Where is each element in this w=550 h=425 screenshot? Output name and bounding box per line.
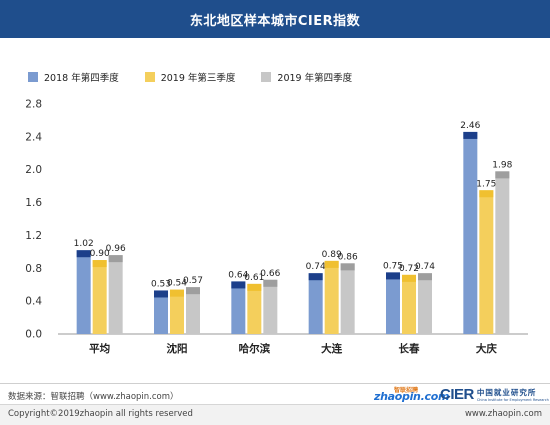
footer-source-bar xyxy=(0,383,550,403)
x-category-label: 大庆 xyxy=(476,342,497,355)
bar-value-label: 1.02 xyxy=(74,239,94,249)
x-category-label: 平均 xyxy=(89,342,110,355)
bar-value-label: 2.46 xyxy=(460,121,480,131)
bar-cap xyxy=(76,250,91,258)
x-category-label: 长春 xyxy=(399,342,420,355)
y-tick-label: 2.4 xyxy=(25,131,42,143)
bar xyxy=(386,272,400,334)
legend-label-2019q3: 2019 年第三季度 xyxy=(160,73,236,84)
cier-logo-mark: CIER xyxy=(440,385,474,403)
bar-value-label: 1.98 xyxy=(492,160,512,170)
bar-value-label: 1.75 xyxy=(476,179,496,189)
bar xyxy=(324,260,339,334)
x-category-label: 大连 xyxy=(321,342,342,355)
data-source: 数据来源：智联招聘（www.zhaopin.com） xyxy=(8,392,179,402)
copyright-text: Copyright©2019zhaopin all rights reserve… xyxy=(8,409,193,419)
cier-logo-cn: 中国就业研究所 xyxy=(476,387,537,397)
bar-cap xyxy=(386,272,400,280)
bar-cap xyxy=(495,171,510,179)
bar-value-label: 0.72 xyxy=(399,264,419,274)
y-tick-label: 0.0 xyxy=(25,329,42,341)
bar xyxy=(308,273,323,334)
y-tick-label: 1.2 xyxy=(25,230,42,242)
bar-cap xyxy=(92,260,107,268)
bar-cap xyxy=(340,263,355,271)
zhaopin-logo-text: zhaopin.com xyxy=(374,390,450,403)
cier-logo: CIER 中国就业研究所 China Institute for Employm… xyxy=(440,385,549,403)
y-tick-label: 1.6 xyxy=(25,197,42,209)
bar-cap xyxy=(231,281,246,289)
bar-value-label: 0.61 xyxy=(244,273,264,283)
bar-value-label: 0.54 xyxy=(167,279,187,289)
legend-label-2018q4: 2018 年第四季度 xyxy=(44,73,119,84)
bar xyxy=(186,287,200,334)
bar xyxy=(108,255,123,334)
cier-logo-text: 中国就业研究所 China Institute for Employment R… xyxy=(477,387,549,402)
bar-value-label: 0.66 xyxy=(260,269,280,279)
zhaopin-logo: 智联招聘 zhaopin.com xyxy=(374,385,449,403)
bar-cap xyxy=(418,273,432,281)
bar xyxy=(402,274,416,334)
bar xyxy=(463,131,478,334)
bar-cap xyxy=(108,255,123,263)
bar xyxy=(154,290,168,334)
bar-cap xyxy=(402,274,416,282)
website-text: www.zhaopin.com xyxy=(464,409,542,419)
bar-value-label: 0.75 xyxy=(383,261,403,271)
y-tick-label: 2.0 xyxy=(25,164,42,176)
bar-value-label: 0.57 xyxy=(183,276,203,286)
bar-value-label: 0.74 xyxy=(415,262,435,272)
chart-title: 东北地区样本城市CIER指数 xyxy=(189,13,361,29)
legend-swatch-2019q3 xyxy=(144,72,155,82)
x-category-label: 哈尔滨 xyxy=(239,342,271,355)
footer-copyright-bar xyxy=(0,404,550,425)
bar-cap xyxy=(479,190,494,198)
cier-logo-en: China Institute for Employment Research xyxy=(476,397,549,402)
bar xyxy=(418,273,432,334)
y-tick-label: 0.8 xyxy=(25,263,42,275)
bar-cap xyxy=(308,273,323,281)
chart-header: 东北地区样本城市CIER指数 xyxy=(0,0,550,38)
bar xyxy=(495,171,510,334)
legend-item-2018q4: 2018 年第四季度 xyxy=(28,70,119,84)
bar-chart: 0.0 0.4 0.8 1.2 1.6 2.0 2.4 2.8 1.020.900.96 平均 0.… xyxy=(25,99,528,355)
y-tick-label: 2.8 xyxy=(25,99,42,111)
legend-swatch-2019q4 xyxy=(261,72,272,82)
bar-cap xyxy=(170,289,184,297)
x-category-label: 沈阳 xyxy=(167,342,188,355)
bar-cap xyxy=(324,260,339,268)
legend-label-2019q4: 2019 年第四季度 xyxy=(277,73,353,84)
bar-value-label: 0.53 xyxy=(151,279,171,289)
chart-legend: 2018 年第四季度 2019 年第三季度 2019 年第四季度 xyxy=(28,70,352,84)
bar-value-label: 0.86 xyxy=(338,252,358,262)
y-tick-label: 0.4 xyxy=(25,296,42,308)
bar xyxy=(247,283,262,334)
legend-item-2019q3: 2019 年第三季度 xyxy=(144,70,236,84)
bar xyxy=(76,250,91,334)
bar-value-label: 0.89 xyxy=(322,250,342,260)
bar xyxy=(231,281,246,334)
bar xyxy=(263,279,278,334)
bar-cap xyxy=(186,287,200,295)
bar xyxy=(340,263,355,334)
bar-value-label: 0.90 xyxy=(90,249,110,259)
legend-item-2019q4: 2019 年第四季度 xyxy=(261,70,352,84)
bar-cap xyxy=(247,283,262,291)
zhaopin-logo-cn: 智联招聘 xyxy=(394,387,419,394)
bar-cap xyxy=(154,290,168,298)
bar-value-label: 0.96 xyxy=(106,244,126,254)
bar-cap xyxy=(463,131,478,139)
bar-value-label: 0.74 xyxy=(306,262,326,272)
bar-cap xyxy=(263,279,278,287)
legend-swatch-2018q4 xyxy=(28,72,38,82)
bar xyxy=(479,190,494,334)
bar xyxy=(170,289,184,334)
bar-value-label: 0.64 xyxy=(228,270,248,280)
bar xyxy=(92,260,107,334)
